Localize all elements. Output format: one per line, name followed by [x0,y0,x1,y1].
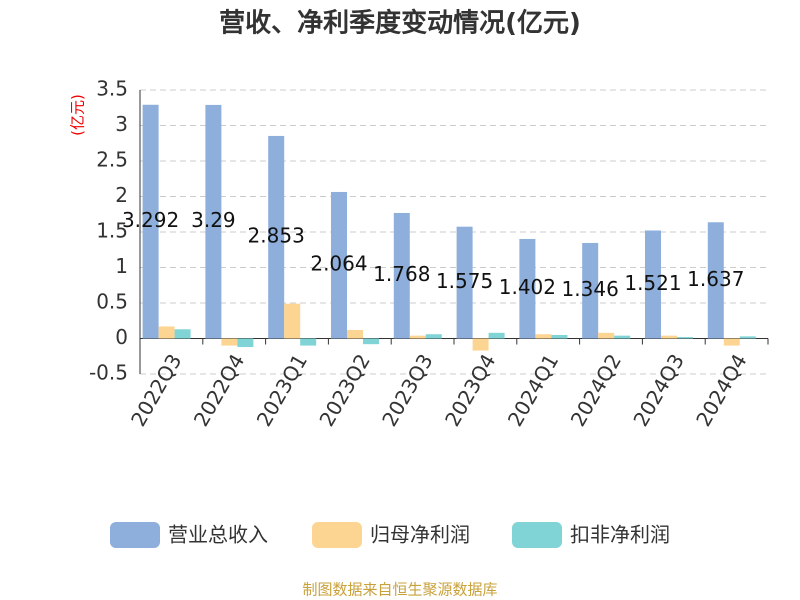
x-tick-label: 2024Q3 [628,350,688,431]
bar [174,329,191,339]
y-tick-label: 2.5 [96,148,128,172]
data-label: 1.521 [624,271,681,295]
x-tick-label: 2024Q2 [566,350,626,431]
y-tick-label: 2 [115,183,128,207]
bar [393,212,410,339]
bar [723,338,740,346]
x-tick-label: 2023Q3 [377,350,437,431]
bar [676,337,693,339]
bar [551,334,568,339]
legend-swatch [110,522,160,548]
data-label: 1.637 [687,267,744,291]
data-label: 1.346 [562,277,619,301]
source-note: 制图数据来自恒生聚源数据库 [302,581,497,599]
bar [598,332,615,339]
bar [739,336,756,339]
bar [284,303,301,339]
legend-swatch [312,522,362,548]
data-label: 3.292 [122,208,179,232]
y-tick-label: 0.5 [96,290,128,314]
bar [158,326,175,339]
legend-swatch [512,522,562,548]
bar [582,242,599,339]
bar [472,338,489,351]
bar [268,135,285,339]
x-tick-label: 2022Q3 [126,350,186,431]
y-tick-label: -0.5 [89,361,128,385]
bar [488,332,505,339]
x-tick-label: 2023Q1 [252,350,312,431]
x-tick-label: 2024Q4 [691,350,751,431]
y-tick-label: 3.5 [96,77,128,101]
x-tick-label: 2023Q2 [314,350,374,431]
bar [237,338,254,348]
x-tick-label: 2022Q4 [189,350,249,431]
x-tick-label: 2024Q1 [503,350,563,431]
bar [346,329,363,339]
data-label: 1.768 [373,262,430,286]
bar [535,334,552,339]
data-label: 1.402 [499,275,556,299]
bar [409,335,426,339]
legend-label: 归母净利润 [370,523,470,547]
y-tick-label: 1 [115,254,128,278]
x-tick-label: 2023Q4 [440,350,500,431]
bar [425,334,442,339]
bar [660,335,677,339]
y-tick-label: 0 [115,325,128,349]
data-label: 2.064 [310,252,367,276]
legend-label: 扣非净利润 [570,523,670,547]
legend-label: 营业总收入 [168,523,268,547]
bar [707,222,724,339]
y-axis-label: (亿元) [69,94,87,136]
bar [142,104,159,339]
y-tick-label: 1.5 [96,219,128,243]
data-label: 2.853 [248,224,305,248]
bar [456,226,473,339]
bar [614,335,631,339]
bar [644,230,661,339]
y-tick-label: 3 [115,112,128,136]
bar [221,338,238,346]
data-label: 3.29 [191,208,236,232]
chart-title: 营收、净利季度变动情况(亿元) [219,8,581,39]
bar [362,338,379,345]
bar [205,104,222,339]
bar [519,238,536,339]
bar [300,338,317,346]
data-label: 1.575 [436,269,493,293]
bar [330,191,347,339]
